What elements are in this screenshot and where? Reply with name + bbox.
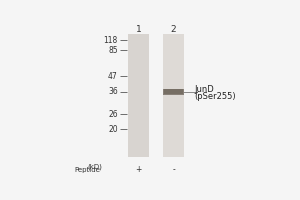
Bar (163, 34, 184, 157)
Bar (163, 89, 184, 95)
Text: 47: 47 (108, 72, 118, 81)
Text: 36: 36 (108, 87, 118, 96)
Text: 85: 85 (108, 46, 118, 55)
Text: 118: 118 (103, 36, 118, 45)
Text: Peptide: Peptide (75, 167, 101, 173)
Text: 20: 20 (108, 125, 118, 134)
Text: (pSer255): (pSer255) (194, 92, 236, 101)
Bar (164, 89, 183, 94)
Text: JunD: JunD (194, 85, 214, 94)
Text: 2: 2 (171, 25, 176, 34)
Text: 1: 1 (136, 25, 142, 34)
Text: 26: 26 (108, 110, 118, 119)
Text: (kD): (kD) (88, 163, 103, 170)
Bar (128, 34, 149, 157)
Text: -: - (172, 165, 175, 174)
Text: +: + (136, 165, 142, 174)
